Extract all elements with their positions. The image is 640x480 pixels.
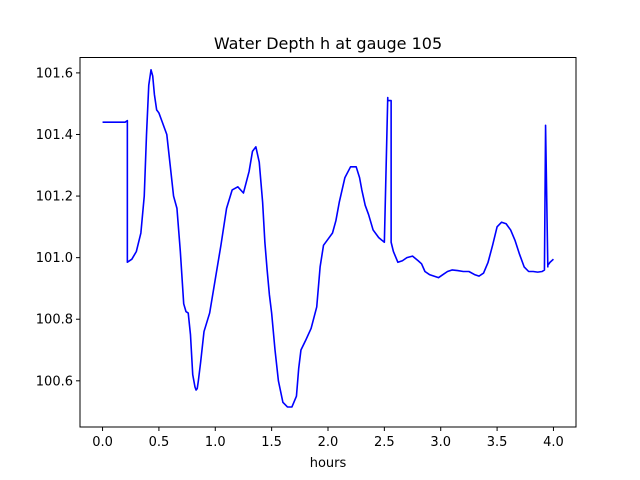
y-tick-label: 101.0	[36, 251, 73, 266]
plot-area-frame	[79, 57, 577, 428]
x-tick-label: 3.5	[487, 435, 508, 450]
x-axis: 0.0 0.5 1.0 1.5 2.0 2.5 3.0 3.5 4.0	[92, 427, 564, 450]
y-tick-label: 101.4	[36, 128, 73, 143]
x-tick-label: 1.5	[261, 435, 282, 450]
x-tick-label: 1.0	[205, 435, 226, 450]
x-axis-label: hours	[310, 456, 347, 471]
y-tick-label: 100.8	[36, 313, 73, 328]
x-tick-label: 0.0	[92, 435, 113, 450]
y-axis: 100.6 100.8 101.0 101.2 101.4 101.6	[36, 66, 80, 389]
x-tick-label: 4.0	[543, 435, 564, 450]
x-tick-label: 2.0	[318, 435, 339, 450]
y-tick-label: 100.6	[36, 374, 73, 389]
chart-title: Water Depth h at gauge 105	[214, 34, 442, 53]
y-tick-label: 101.2	[36, 190, 73, 205]
x-tick-label: 0.5	[149, 435, 170, 450]
x-tick-label: 3.0	[430, 435, 451, 450]
x-tick-label: 2.5	[374, 435, 395, 450]
water-depth-line	[102, 69, 554, 408]
y-tick-label: 101.6	[36, 66, 73, 81]
